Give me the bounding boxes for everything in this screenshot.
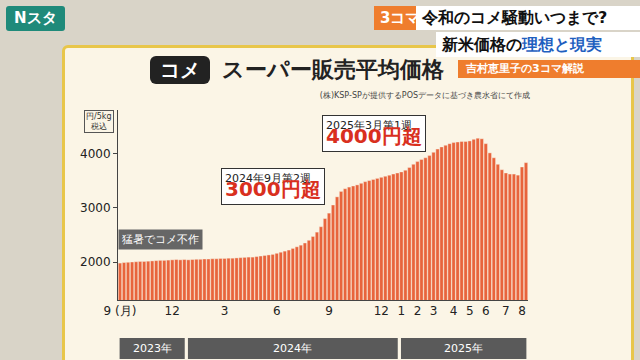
html-text:新米価格の理想と現実: 新米価格の理想と現実 xyxy=(442,35,602,54)
svg-text:6: 6 xyxy=(482,304,490,318)
html-text:(株)KSP-SPが提供するPOSデータに基づき農水省にて作: (株)KSP-SPが提供するPOSデータに基づき農水省にて作成 xyxy=(319,91,530,100)
svg-text:2024年9月第2週3000円超: 2024年9月第2週3000円超 xyxy=(225,172,321,201)
svg-text:7: 7 xyxy=(502,304,510,318)
svg-text:2023年: 2023年 xyxy=(133,342,172,355)
svg-text:3000: 3000 xyxy=(80,201,111,215)
svg-text:2025年: 2025年 xyxy=(444,342,483,355)
svg-text:9 (月): 9 (月) xyxy=(104,304,137,318)
svg-text:9: 9 xyxy=(325,304,333,318)
html-text:吉村恵里子の3コマ解説: 吉村恵里子の3コマ解説 xyxy=(466,62,584,75)
html-text:コメ: コメ xyxy=(160,58,200,82)
svg-text:6: 6 xyxy=(273,304,281,318)
svg-text:4000: 4000 xyxy=(80,147,111,161)
svg-text:2025年3月第1週4000円超: 2025年3月第1週4000円超 xyxy=(326,119,422,148)
html-text:3コマ令和のコメ騒動いつまで?: 3コマ令和のコメ騒動いつまで? xyxy=(380,8,608,27)
svg-text:12: 12 xyxy=(374,304,389,318)
svg-text:円/5kg税込: 円/5kg税込 xyxy=(86,112,112,131)
html-text:Nスタ: Nスタ xyxy=(14,9,57,27)
svg-text:猛暑でコメ不作: 猛暑でコメ不作 xyxy=(122,233,199,246)
svg-text:1: 1 xyxy=(398,304,406,318)
svg-text:2000: 2000 xyxy=(80,255,111,269)
html-text:スーパー販売平均価格: スーパー販売平均価格 xyxy=(222,57,444,82)
svg-text:3: 3 xyxy=(430,304,438,318)
svg-text:5: 5 xyxy=(466,304,474,318)
svg-text:3: 3 xyxy=(221,304,229,318)
svg-text:4: 4 xyxy=(450,304,458,318)
svg-text:12: 12 xyxy=(165,304,180,318)
svg-text:2: 2 xyxy=(414,304,422,318)
svg-text:8: 8 xyxy=(518,304,526,318)
svg-text:2024年: 2024年 xyxy=(273,342,312,355)
